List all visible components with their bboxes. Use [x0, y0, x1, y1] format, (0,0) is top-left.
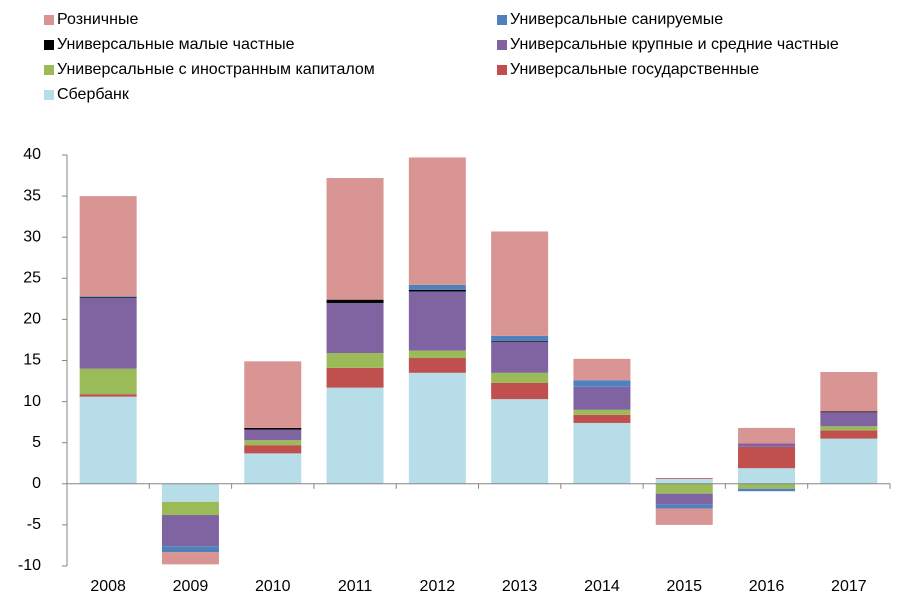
bar-segment — [408, 289, 466, 292]
bar-segment — [326, 353, 384, 368]
bar-segment — [738, 468, 796, 484]
x-tick-label: 2014 — [584, 578, 620, 595]
legend-swatch — [497, 15, 507, 25]
bar-segment — [655, 483, 713, 494]
bar-segment — [161, 546, 219, 553]
legend-label: Универсальные крупные и средние частные — [510, 36, 839, 53]
bar-segment — [655, 478, 713, 484]
x-tick-label: 2008 — [90, 578, 126, 595]
bar-segment — [738, 443, 796, 447]
bar-segment — [79, 296, 137, 298]
bar-segment — [820, 430, 878, 439]
bar-segment — [820, 426, 878, 431]
bar-segment — [491, 335, 549, 341]
bar-segment — [738, 446, 796, 469]
bar-segment — [244, 445, 302, 454]
x-tick-label: 2010 — [255, 578, 291, 595]
bar-segment — [655, 493, 713, 505]
bar-segment — [326, 299, 384, 303]
bar-segment — [408, 372, 466, 484]
bar-segment — [655, 508, 713, 525]
y-tick-label: 20 — [23, 311, 41, 328]
bar-segment — [79, 196, 137, 297]
y-tick-label: 40 — [23, 146, 41, 163]
bar-segment — [573, 358, 631, 381]
x-tick-label: 2009 — [173, 578, 209, 595]
bar-segment — [491, 340, 549, 342]
x-tick-label: 2017 — [831, 578, 867, 595]
bar-segment — [573, 422, 631, 484]
bar-segment — [79, 394, 137, 397]
bar-segment — [161, 552, 219, 565]
y-tick-label: 25 — [23, 270, 41, 287]
bar-segment — [244, 453, 302, 484]
x-tick-label: 2015 — [666, 578, 702, 595]
bar-segment — [655, 478, 713, 479]
legend-swatch — [44, 65, 54, 75]
bar-segment — [820, 438, 878, 484]
bar-segment — [326, 178, 384, 300]
bar-segment — [820, 372, 878, 412]
x-tick-label: 2012 — [420, 578, 456, 595]
bar-segment — [491, 372, 549, 383]
bar-segment — [738, 483, 796, 489]
bar-segment — [820, 411, 878, 413]
x-tick-label: 2011 — [338, 578, 373, 595]
y-tick-label: 10 — [23, 393, 41, 410]
bar-segment — [573, 414, 631, 423]
bar-segment — [79, 368, 137, 395]
y-tick-label: 5 — [32, 434, 41, 451]
bar-segment — [738, 427, 796, 444]
bar-segment — [491, 341, 549, 373]
bar-segment — [161, 501, 219, 516]
bar-segment — [738, 488, 796, 492]
y-tick-label: -10 — [18, 557, 41, 574]
bar-segment — [820, 412, 878, 427]
legend-swatch — [44, 15, 54, 25]
bar-segment — [573, 380, 631, 387]
legend-label: Розничные — [57, 11, 138, 28]
bar-segment — [244, 429, 302, 441]
legend-label: Универсальные малые частные — [57, 36, 295, 53]
bar-segment — [408, 350, 466, 359]
bar-segment — [408, 291, 466, 351]
legend-swatch — [44, 40, 54, 50]
y-tick-label: 15 — [23, 352, 41, 369]
y-tick-label: 0 — [32, 475, 41, 492]
legend-label: Универсальные с иностранным капиталом — [57, 61, 375, 78]
bar-segment — [161, 515, 219, 547]
bar-segment — [161, 483, 219, 502]
bar-segment — [79, 297, 137, 299]
bar-segment — [79, 298, 137, 369]
bar-segment — [408, 157, 466, 285]
bar-segment — [573, 409, 631, 415]
legend-label: Универсальные санируемые — [510, 11, 723, 28]
legend-swatch — [497, 40, 507, 50]
y-tick-label: -5 — [27, 516, 41, 533]
bar-segment — [491, 382, 549, 400]
legend-label: Сбербанк — [57, 86, 130, 103]
bar-segment — [244, 427, 302, 430]
bar-segment — [326, 387, 384, 484]
legend-label: Универсальные государственные — [510, 61, 759, 78]
bar-segment — [408, 284, 466, 290]
legend-swatch — [497, 65, 507, 75]
bar-segment — [491, 399, 549, 484]
bar-segment — [326, 302, 384, 354]
y-tick-label: 30 — [23, 228, 41, 245]
bar-segment — [655, 504, 713, 509]
x-tick-label: 2013 — [502, 578, 538, 595]
y-tick-label: 35 — [23, 187, 41, 204]
bar-segment — [244, 440, 302, 446]
bar-segment — [326, 367, 384, 388]
bar-segment — [408, 358, 466, 373]
bar-segment — [573, 386, 631, 410]
bar-segment — [491, 231, 549, 336]
bar-segment — [79, 396, 137, 484]
x-tick-label: 2016 — [749, 578, 785, 595]
bar-segment — [244, 361, 302, 428]
legend-swatch — [44, 90, 54, 100]
